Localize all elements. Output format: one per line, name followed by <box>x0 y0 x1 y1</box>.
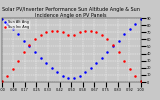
Sun Inc Ang <box>95 32 97 33</box>
Sun Alt Ang <box>51 67 53 68</box>
Sun Alt Ang <box>84 71 86 73</box>
Sun Inc Ang <box>140 80 142 81</box>
Sun Alt Ang <box>90 67 92 68</box>
Sun Inc Ang <box>1 80 3 81</box>
Sun Alt Ang <box>140 19 142 20</box>
Sun Inc Ang <box>123 60 125 61</box>
Sun Inc Ang <box>28 44 30 46</box>
Sun Inc Ang <box>73 34 75 36</box>
Sun Inc Ang <box>101 34 103 36</box>
Sun Alt Ang <box>17 34 19 35</box>
Sun Inc Ang <box>17 60 19 61</box>
Sun Inc Ang <box>90 30 92 31</box>
Sun Inc Ang <box>84 30 86 31</box>
Line: Sun Inc Ang: Sun Inc Ang <box>1 30 141 81</box>
Sun Alt Ang <box>134 23 136 24</box>
Sun Inc Ang <box>23 52 25 53</box>
Sun Inc Ang <box>112 44 114 46</box>
Sun Alt Ang <box>45 62 47 63</box>
Sun Alt Ang <box>73 78 75 79</box>
Sun Alt Ang <box>23 40 25 41</box>
Legend: Sun Alt Ang, Sun Inc Ang: Sun Alt Ang, Sun Inc Ang <box>3 20 30 29</box>
Sun Inc Ang <box>134 76 136 77</box>
Sun Alt Ang <box>1 19 3 20</box>
Sun Alt Ang <box>62 75 64 76</box>
Sun Inc Ang <box>79 32 80 33</box>
Sun Inc Ang <box>12 69 14 70</box>
Sun Alt Ang <box>40 57 42 58</box>
Sun Inc Ang <box>118 52 120 53</box>
Title: Solar PV/Inverter Performance Sun Altitude Angle & Sun Incidence Angle on PV Pan: Solar PV/Inverter Performance Sun Altitu… <box>2 7 140 18</box>
Sun Alt Ang <box>112 46 114 47</box>
Sun Alt Ang <box>106 52 108 53</box>
Sun Alt Ang <box>68 78 69 79</box>
Sun Inc Ang <box>40 34 42 36</box>
Sun Alt Ang <box>101 57 103 58</box>
Line: Sun Alt Ang: Sun Alt Ang <box>1 19 141 79</box>
Sun Inc Ang <box>51 30 53 31</box>
Sun Alt Ang <box>129 28 131 29</box>
Sun Alt Ang <box>34 52 36 53</box>
Sun Inc Ang <box>45 32 47 33</box>
Sun Inc Ang <box>56 30 58 31</box>
Sun Alt Ang <box>123 34 125 35</box>
Sun Inc Ang <box>6 76 8 77</box>
Sun Alt Ang <box>95 62 97 63</box>
Sun Inc Ang <box>129 69 131 70</box>
Sun Alt Ang <box>56 71 58 73</box>
Sun Inc Ang <box>68 34 69 36</box>
Sun Inc Ang <box>34 39 36 40</box>
Sun Alt Ang <box>12 28 14 29</box>
Sun Alt Ang <box>28 46 30 47</box>
Sun Alt Ang <box>79 75 80 76</box>
Sun Alt Ang <box>6 23 8 24</box>
Sun Alt Ang <box>118 40 120 41</box>
Sun Inc Ang <box>106 39 108 40</box>
Sun Inc Ang <box>62 32 64 33</box>
